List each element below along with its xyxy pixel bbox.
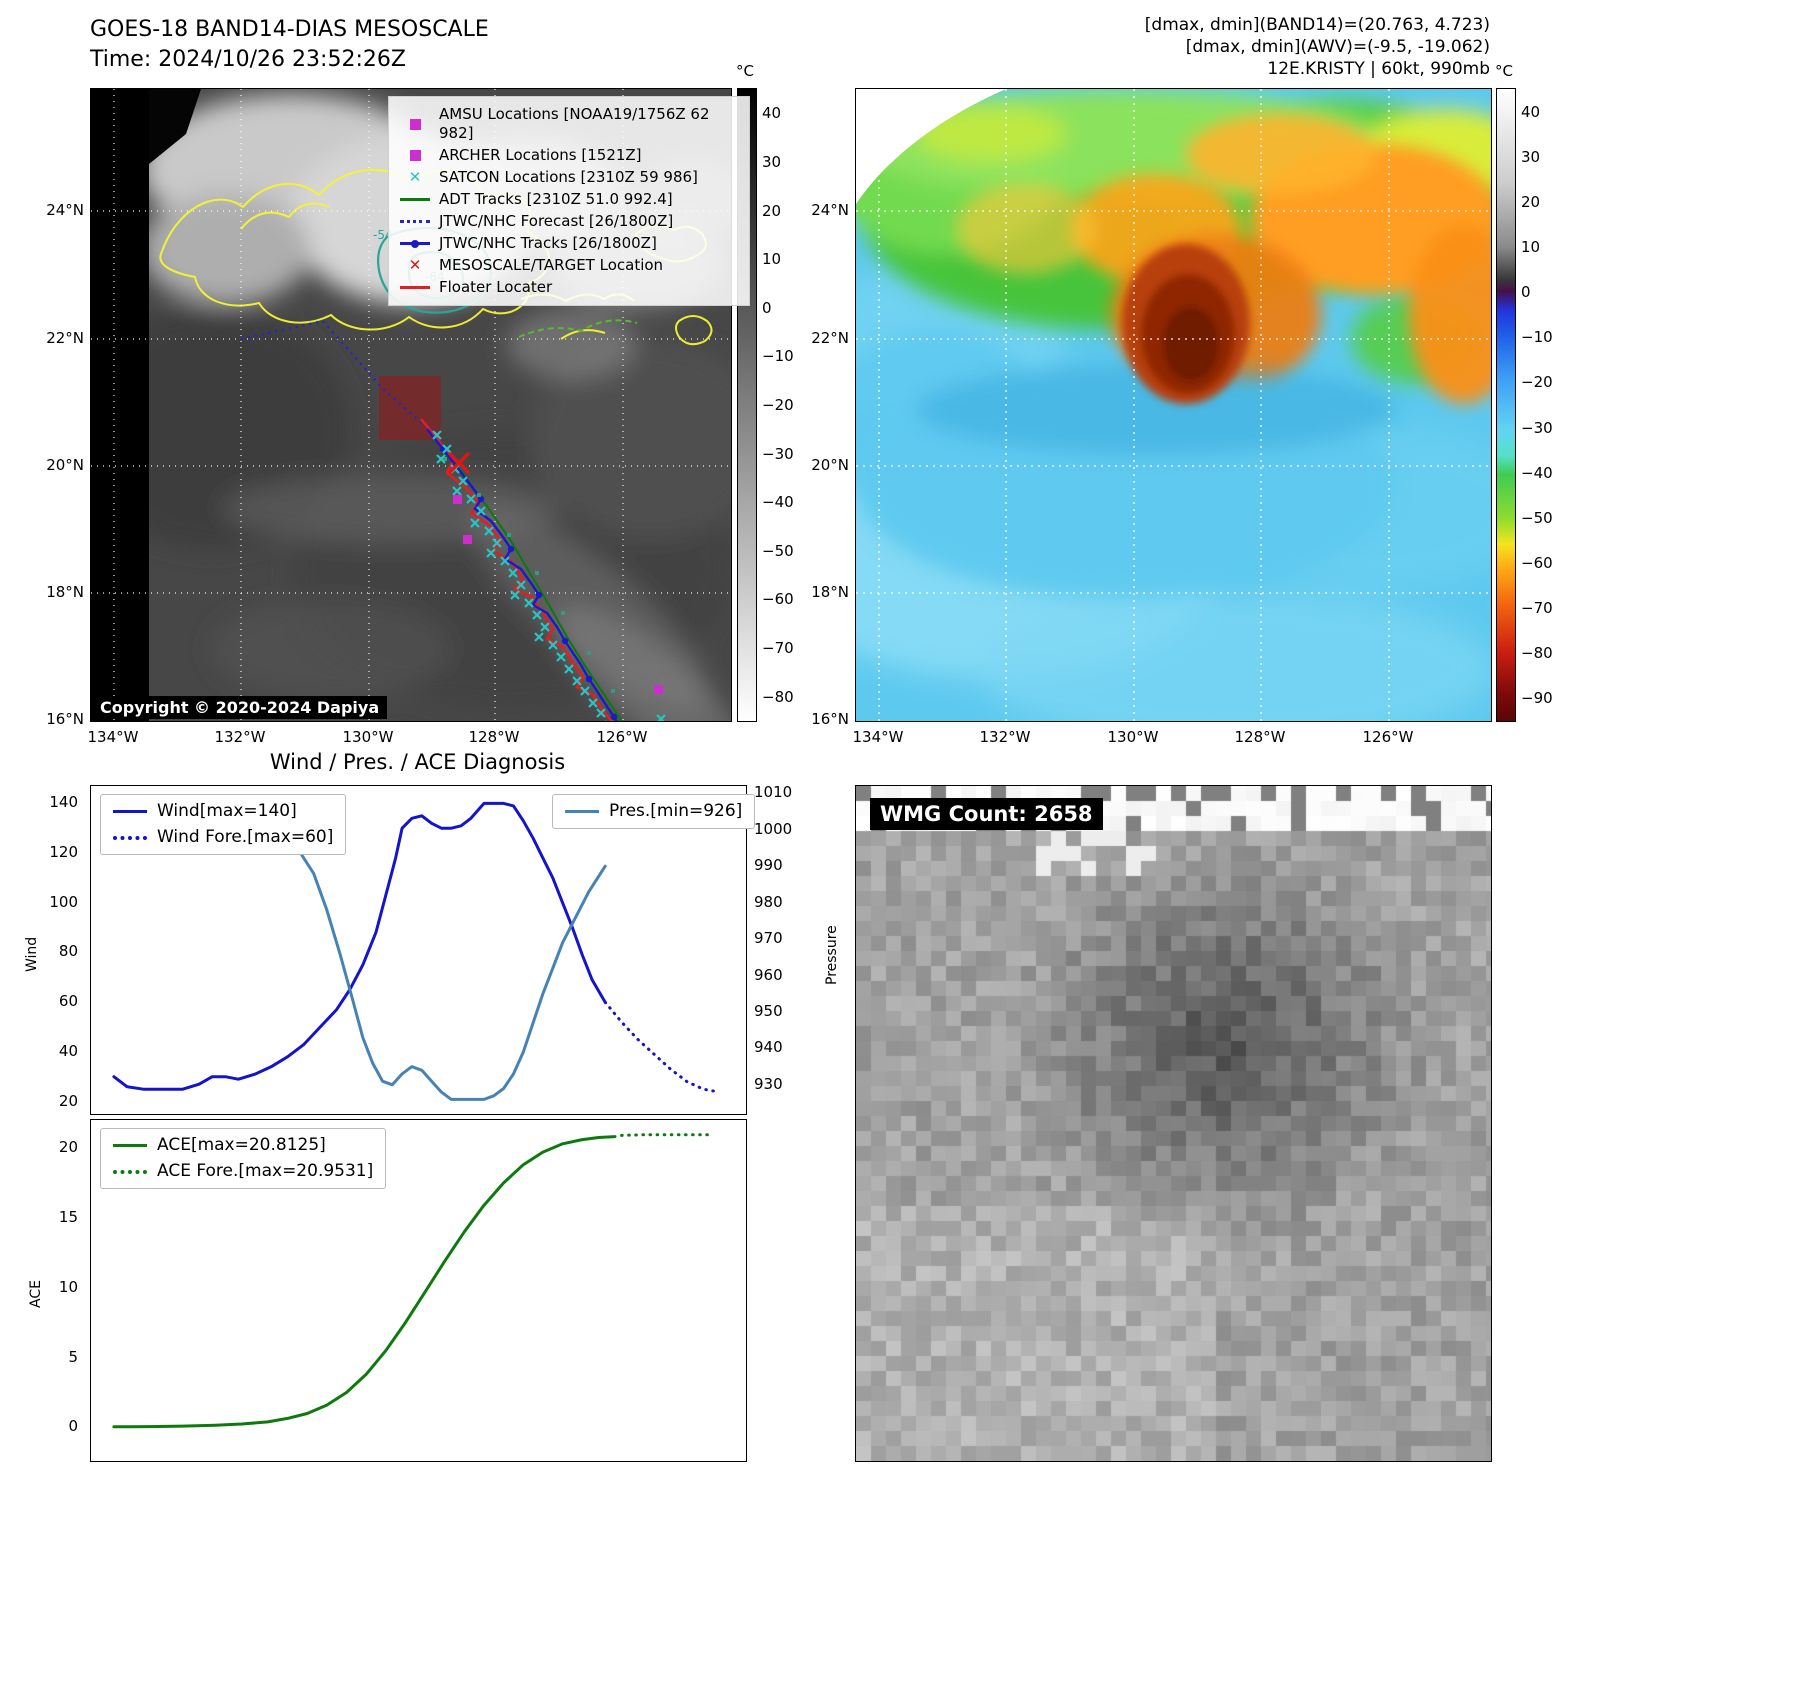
adt-dots [443, 457, 615, 693]
enhanced-colorbar-unit: °C [1495, 62, 1513, 80]
band14-title: GOES-18 BAND14-DIAS MESOSCALE [90, 17, 489, 42]
mesoscale-target-x [447, 451, 471, 475]
wind-axis-label: Wind [24, 936, 40, 972]
band14-colorbar-unit: °C [736, 62, 754, 80]
archer-square-icon [399, 149, 431, 163]
legend-row: ADT Tracks [2310Z 51.0 992.4] [399, 190, 739, 209]
latlon-grid [856, 89, 1491, 721]
legend-row: MESOSCALE/TARGET Location [399, 256, 739, 275]
lat-label: 22°N [811, 329, 849, 347]
legend-row: AMSU Locations [NOAA19/1756Z 62 982] [399, 105, 739, 143]
lon-label: 128°W [468, 728, 520, 746]
target-x-icon [399, 259, 431, 273]
adt-line-icon [399, 193, 431, 207]
legend-row: SATCON Locations [2310Z 59 986] [399, 168, 739, 187]
wmg-count-badge: WMG Count: 2658 [870, 798, 1103, 830]
lat-label: 18°N [46, 583, 84, 601]
lon-label: 126°W [1362, 728, 1414, 746]
satcon-x-icon [399, 171, 431, 185]
lon-label: 130°W [342, 728, 394, 746]
pressure-legend: Pres.[min=926] [552, 794, 756, 829]
ace-axis-ticks: 0 5 10 15 20 [58, 1137, 78, 1436]
lat-label: 16°N [811, 710, 849, 728]
legend-row: JTWC/NHC Forecast [26/1800Z] [399, 212, 739, 231]
dmax-band14-line: [dmax, dmin](BAND14)=(20.763, 4.723) [1144, 15, 1490, 35]
lat-label: 24°N [811, 201, 849, 219]
wind-axis-ticks: 20 40 60 80 100 120 140 [49, 793, 78, 1110]
band14-map-legend: AMSU Locations [NOAA19/1756Z 62 982] ARC… [388, 96, 750, 306]
lat-label: 18°N [811, 583, 849, 601]
contour-label-outer: -54 [373, 228, 393, 242]
pressure-axis-label: Pressure [824, 925, 840, 985]
amsu-square-icon [399, 117, 431, 131]
legend-row: Floater Locater [399, 278, 739, 297]
amsu-archer-markers [453, 495, 663, 694]
wmg-panel: WMG Count: 2658 [855, 785, 1492, 1462]
lat-label: 20°N [811, 456, 849, 474]
cold-core [1122, 244, 1250, 404]
forecast-dotted-icon [399, 215, 431, 229]
floater-locater-line [419, 418, 614, 721]
floater-line-icon [399, 281, 431, 295]
band14-time: Time: 2024/10/26 23:52:26Z [90, 47, 406, 72]
enhanced-header: [dmax, dmin](BAND14)=(20.763, 4.723) [dm… [960, 14, 1490, 80]
lon-label: 132°W [214, 728, 266, 746]
legend-row: JTWC/NHC Tracks [26/1800Z] [399, 234, 739, 253]
copyright-bar: Copyright © 2020-2024 Dapiya [92, 696, 388, 719]
lat-label: 20°N [46, 456, 84, 474]
lat-label: 16°N [46, 710, 84, 728]
wind-pressure-chart [90, 785, 747, 1115]
wmg-image [856, 786, 1491, 1461]
ace-axis-label: ACE [28, 1280, 44, 1308]
storm-id-line: 12E.KRISTY | 60kt, 990mb [1267, 59, 1490, 79]
pressure-axis-ticks: 930 940 950 960 970 980 990 1000 1010 [754, 783, 793, 1093]
ace-legend: ACE[max=20.8125] ACE Fore.[max=20.9531] [100, 1128, 387, 1189]
lon-label: 134°W [852, 728, 904, 746]
lat-label: 22°N [46, 329, 84, 347]
wind-legend: Wind[max=140] Wind Fore.[max=60] [100, 794, 347, 855]
legend-row: ARCHER Locations [1521Z] [399, 146, 739, 165]
dmax-awv-line: [dmax, dmin](AWV)=(-9.5, -19.062) [1185, 37, 1490, 57]
tracks-linedot-icon [399, 237, 431, 251]
diagnosis-title: Wind / Pres. / ACE Diagnosis [269, 750, 566, 774]
lon-label: 130°W [1107, 728, 1159, 746]
lon-label: 128°W [1234, 728, 1286, 746]
lon-label: 134°W [87, 728, 139, 746]
lat-label: 24°N [46, 201, 84, 219]
lon-label: 126°W [596, 728, 648, 746]
band14-colorbar: 40 30 20 10 0 −10 −20 −30 −40 −50 −60 −70 −80 [737, 88, 794, 722]
lon-label: 132°W [979, 728, 1031, 746]
jtwc-track-dots [439, 445, 618, 721]
enhanced-colorbar: 40 30 20 10 0 −10 −20 −30 −40 −50 −60 −70 −80 −90 [1496, 88, 1553, 722]
enhanced-ir-map [855, 88, 1492, 722]
no-data-corner [856, 89, 1006, 204]
